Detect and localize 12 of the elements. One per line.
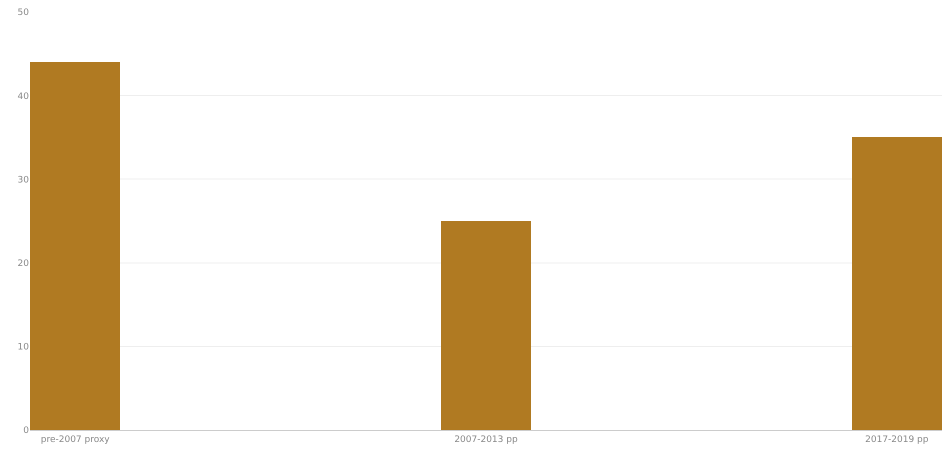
y-tick-label: 20 xyxy=(18,258,30,269)
y-tick-label: 0 xyxy=(23,426,30,436)
x-tick-label: pre-2007 proxy xyxy=(40,434,110,445)
y-tick-label: 50 xyxy=(18,8,30,18)
bar xyxy=(30,62,120,430)
y-tick-label: 10 xyxy=(18,342,30,353)
y-tick-label: 30 xyxy=(18,175,30,186)
x-tick-label: 2017-2019 pp xyxy=(865,434,929,445)
bar xyxy=(852,137,942,430)
x-tick-label: 2007-2013 pp xyxy=(454,434,518,445)
bar xyxy=(441,221,531,430)
y-tick-label: 40 xyxy=(18,92,30,102)
